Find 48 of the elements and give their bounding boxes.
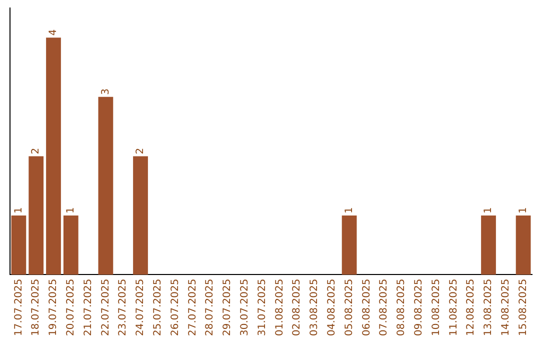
data-label: 1 bbox=[344, 207, 355, 214]
x-tick-label: 25.07.2025 bbox=[152, 278, 164, 336]
x-tick-label: 30.07.2025 bbox=[239, 278, 250, 336]
x-tick-label: 11.08.2025 bbox=[448, 278, 460, 336]
bar bbox=[63, 215, 78, 275]
x-tick-label: 09.08.2025 bbox=[413, 278, 424, 336]
x-tick-label: 03.08.2025 bbox=[309, 278, 320, 336]
x-tick-label: 13.08.2025 bbox=[483, 278, 494, 336]
x-tick-label: 29.07.2025 bbox=[222, 278, 234, 336]
x-tick-label: 17.07.2025 bbox=[13, 278, 24, 336]
bar bbox=[481, 215, 496, 275]
data-label: 4 bbox=[48, 29, 60, 36]
bar bbox=[28, 156, 44, 275]
x-tick-label: 21.07.2025 bbox=[82, 278, 94, 336]
bar bbox=[516, 215, 531, 275]
x-tick-label: 14.08.2025 bbox=[500, 278, 512, 336]
x-tick-label: 01.08.2025 bbox=[274, 278, 286, 336]
x-tick-label: 02.08.2025 bbox=[292, 278, 303, 336]
x-tick-label: 07.08.2025 bbox=[378, 278, 390, 336]
x-tick-label: 05.08.2025 bbox=[344, 278, 355, 336]
x-tick-label: 15.08.2025 bbox=[518, 278, 529, 336]
x-tick-label: 12.08.2025 bbox=[466, 278, 477, 336]
x-tick-label: 22.07.2025 bbox=[100, 278, 112, 336]
x-tick-label: 31.07.2025 bbox=[256, 278, 268, 336]
data-label: 1 bbox=[65, 207, 76, 214]
x-tick-label: 18.07.2025 bbox=[30, 278, 42, 336]
bar bbox=[342, 215, 357, 275]
x-tick-label: 06.08.2025 bbox=[361, 278, 372, 336]
x-tick-label: 20.07.2025 bbox=[65, 278, 76, 336]
bar bbox=[133, 156, 148, 275]
x-tick-label: 26.07.2025 bbox=[170, 278, 181, 336]
data-label: 1 bbox=[13, 207, 24, 214]
x-tick-label: 08.08.2025 bbox=[396, 278, 408, 336]
data-label: 2 bbox=[135, 148, 146, 154]
x-tick-label: 04.08.2025 bbox=[326, 278, 338, 336]
x-tick-label: 24.07.2025 bbox=[135, 278, 146, 336]
bar bbox=[46, 38, 61, 275]
data-label: 3 bbox=[100, 88, 112, 95]
x-tick-label: 28.07.2025 bbox=[204, 278, 216, 336]
x-tick-label: 23.07.2025 bbox=[118, 278, 129, 336]
x-tick-label: 27.07.2025 bbox=[187, 278, 198, 336]
data-label: 1 bbox=[483, 207, 494, 214]
data-label: 1 bbox=[518, 207, 529, 214]
x-tick-label: 10.08.2025 bbox=[430, 278, 442, 336]
data-label: 2 bbox=[30, 148, 42, 154]
x-tick-label: 19.07.2025 bbox=[48, 278, 60, 336]
bar bbox=[98, 96, 114, 275]
bar bbox=[11, 215, 26, 275]
